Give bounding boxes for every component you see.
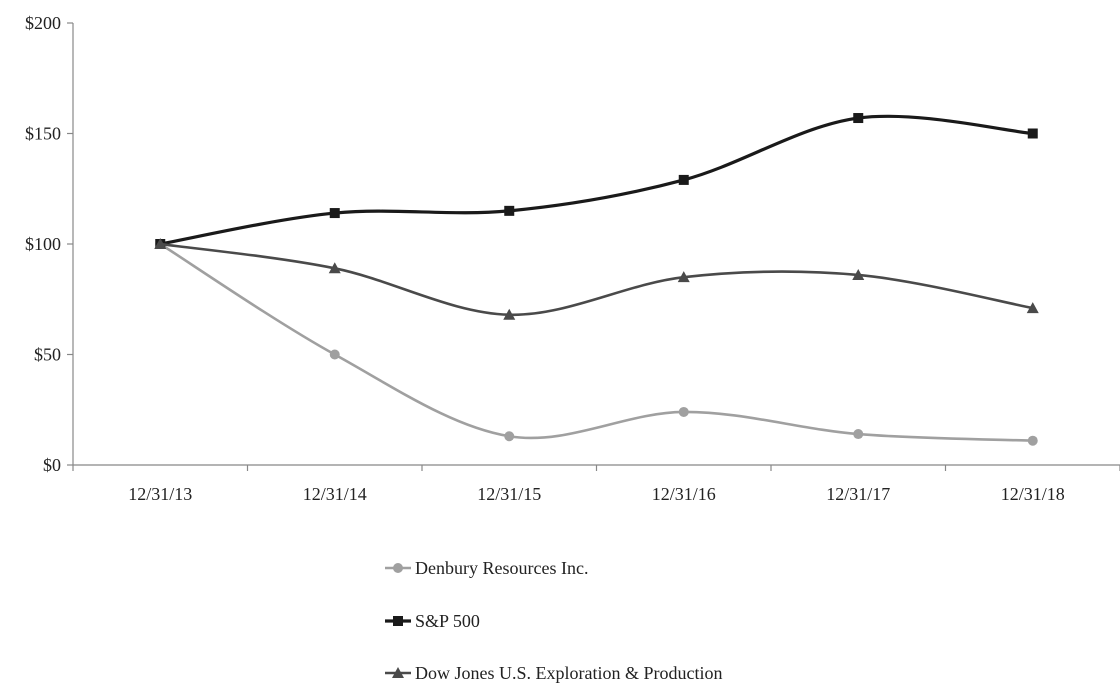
x-tick-label: 12/31/17 — [826, 484, 890, 504]
series-1-point — [678, 174, 689, 185]
y-tick-label: $150 — [25, 124, 61, 144]
series-line-1 — [159, 114, 1033, 246]
series-1-point — [329, 208, 340, 219]
series-line-0 — [159, 242, 1033, 442]
series-2-point — [852, 268, 865, 280]
x-tick-label: 12/31/13 — [128, 484, 192, 504]
series-2-point — [154, 238, 167, 249]
x-tick-label: 12/31/15 — [477, 484, 541, 504]
legend-label-1: S&P 500 — [415, 611, 480, 631]
series-1-point — [504, 205, 515, 216]
series-0-point — [1027, 435, 1038, 446]
series-1-point — [1027, 128, 1038, 139]
legend-marker-2 — [392, 667, 404, 678]
series-2-point — [328, 262, 341, 274]
series-1-point — [853, 113, 864, 124]
series-2-point — [677, 271, 690, 283]
legend-label-0: Denbury Resources Inc. — [415, 558, 588, 578]
legend-marker-0 — [393, 563, 403, 573]
x-tick-label: 12/31/16 — [652, 484, 716, 504]
series-2-point — [503, 308, 516, 320]
series-0-point — [504, 431, 515, 442]
series-line-2 — [160, 242, 1033, 317]
y-tick-label: $100 — [25, 234, 61, 254]
y-tick-label: $0 — [43, 455, 61, 475]
y-tick-label: $50 — [34, 345, 61, 365]
series-0-point — [678, 406, 689, 417]
legend-marker-1 — [393, 616, 403, 626]
series-0-point — [853, 429, 864, 440]
series-0-point — [329, 349, 340, 360]
x-tick-label: 12/31/14 — [303, 484, 367, 504]
legend-label-2: Dow Jones U.S. Exploration & Production — [415, 663, 723, 683]
series-2-point — [1026, 302, 1039, 314]
y-tick-label: $200 — [25, 13, 61, 33]
x-tick-label: 12/31/18 — [1001, 484, 1065, 504]
